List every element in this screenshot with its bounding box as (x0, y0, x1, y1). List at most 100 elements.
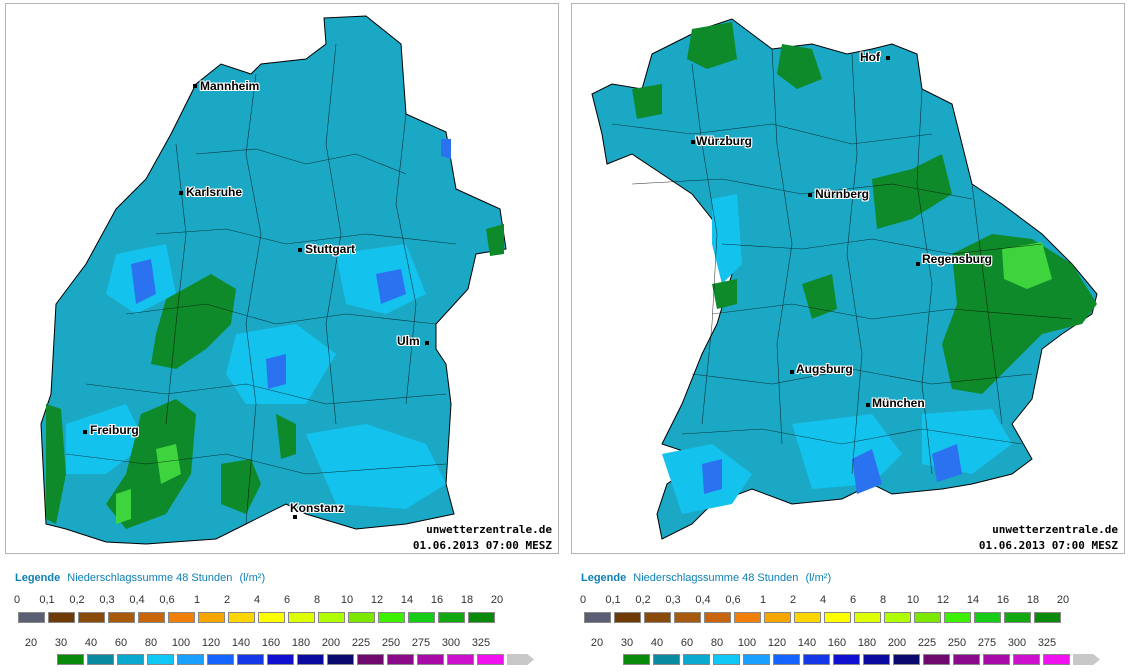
city-marker (691, 140, 695, 144)
legend-row2-label: 225 (351, 637, 371, 649)
legend-row1-label: 2 (789, 594, 797, 606)
legend-title: Legende (15, 572, 61, 584)
by-map-svg (591, 18, 1098, 540)
legend-row2-label: 250 (381, 637, 401, 649)
legend-row2-swatch (357, 654, 384, 665)
legend-title-line: Legende Niederschlagssumme 48 Stunden (l… (581, 572, 831, 584)
legend-row1-label: 0,3 (665, 594, 681, 606)
legend-row1-label: 14 (400, 594, 414, 606)
city-marker (293, 515, 297, 519)
legend-row1-label: 4 (819, 594, 827, 606)
legend-row2-label: 200 (321, 637, 341, 649)
by-district-borders (611, 48, 1073, 475)
legend-title: Legende (581, 572, 627, 584)
legend-row2-swatch (863, 654, 890, 665)
legend-row2-swatch (87, 654, 114, 665)
legend-row1-label: 0,1 (605, 594, 621, 606)
by-blue-spots (702, 444, 962, 494)
legend-row1-label: 0,6 (725, 594, 741, 606)
legend-row2-swatch (237, 654, 264, 665)
legend-row2-swatch (57, 654, 84, 665)
by-bright-green-spots (1002, 242, 1052, 289)
legend-row2-swatch (297, 654, 324, 665)
legend-row1-label: 8 (879, 594, 887, 606)
legend-row2-label: 300 (1007, 637, 1027, 649)
city-marker (83, 430, 87, 434)
bw-bright-green-spots (116, 444, 181, 524)
legend-row2-swatch (447, 654, 474, 665)
legend-row1-swatch (734, 612, 761, 623)
legend-row1-swatch (138, 612, 165, 623)
legend-row1-label: 6 (283, 594, 291, 606)
legend-row2-label: 30 (54, 637, 68, 649)
legend-row2-label: 20 (590, 637, 604, 649)
city-label: Würzburg (696, 134, 752, 148)
city-label: Augsburg (796, 362, 853, 376)
legend-row2-label: 160 (261, 637, 281, 649)
legend-left: Legende Niederschlagssumme 48 Stunden (l… (14, 572, 555, 668)
legend-row1-label: 18 (1026, 594, 1040, 606)
legend-row1-swatch (1034, 612, 1061, 623)
legend-row2-swatch (117, 654, 144, 665)
legend-row2-swatch (983, 654, 1010, 665)
legend-row2-swatch (477, 654, 504, 665)
legend-row1-swatch (884, 612, 911, 623)
legend-row2-label: 200 (887, 637, 907, 649)
legend-row1-swatch (644, 612, 671, 623)
legend-row1-label: 12 (936, 594, 950, 606)
city-label: Ulm (397, 334, 420, 348)
city-marker (808, 193, 812, 197)
by-green-areas (632, 22, 1097, 394)
legend-row2-label: 80 (710, 637, 724, 649)
legend-row1-label: 2 (223, 594, 231, 606)
legend-row2-swatch (1073, 654, 1100, 665)
legend-row2-label: 275 (977, 637, 997, 649)
legend-row1-swatch (854, 612, 881, 623)
legend-row2-swatch (923, 654, 950, 665)
legend-row1-label: 0,1 (39, 594, 55, 606)
legend-row2-label: 60 (114, 637, 128, 649)
legend-row2-label: 140 (231, 637, 251, 649)
legend-row1-label: 20 (1056, 594, 1070, 606)
city-label: Nürnberg (815, 187, 869, 201)
legend-row2-label: 325 (471, 637, 491, 649)
legend-row2-swatch (507, 654, 534, 665)
legend-row2-label: 60 (680, 637, 694, 649)
legend-unit: (l/m²) (805, 572, 832, 584)
legend-row1-swatch (704, 612, 731, 623)
legend-row1-swatch (198, 612, 225, 623)
legend-row1-swatch (584, 612, 611, 623)
legend-row2-label: 20 (24, 637, 38, 649)
legend-row1-label: 0,2 (69, 594, 85, 606)
legend-row1-label: 0,2 (635, 594, 651, 606)
legend-row1-swatch (794, 612, 821, 623)
legend-row1-swatch (974, 612, 1001, 623)
legend-right: Legende Niederschlagssumme 48 Stunden (l… (580, 572, 1121, 668)
legend-row2-label: 250 (947, 637, 967, 649)
legend-row1-swatch (764, 612, 791, 623)
legend-row1-label: 1 (759, 594, 767, 606)
city-marker (425, 341, 429, 345)
legend-row1-label: 0 (579, 594, 587, 606)
legend-row2-swatch (417, 654, 444, 665)
legend-row2-swatch (267, 654, 294, 665)
map-panel-bayern: Hof Würzburg Nürnberg Regensburg Augsbur… (571, 3, 1125, 554)
legend-row2-swatch (207, 654, 234, 665)
legend-row2-label: 120 (201, 637, 221, 649)
legend-row2-swatch (833, 654, 860, 665)
legend-row1-swatch (438, 612, 465, 623)
legend-row2-swatch (683, 654, 710, 665)
city-marker (886, 56, 890, 60)
legend-row2-swatch (713, 654, 740, 665)
legend-row1-swatch (614, 612, 641, 623)
city-label: München (872, 396, 925, 410)
city-label: Mannheim (200, 79, 260, 93)
legend-row1-swatch (824, 612, 851, 623)
city-marker (193, 84, 197, 88)
legend-row2-label: 325 (1037, 637, 1057, 649)
watermark-datetime: 01.06.2013 07:00 MESZ (412, 539, 552, 552)
legend-row2-label: 275 (411, 637, 431, 649)
legend-row1-swatch (228, 612, 255, 623)
city-marker (866, 403, 870, 407)
legend-row2-label: 225 (917, 637, 937, 649)
